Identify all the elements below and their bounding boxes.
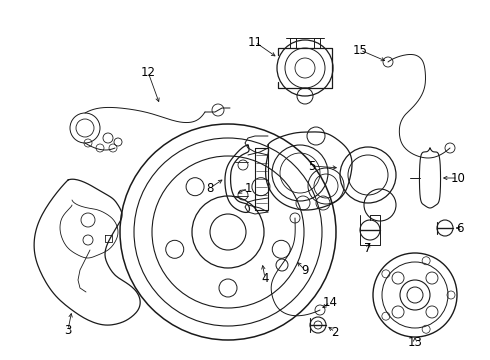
Text: 7: 7 bbox=[364, 242, 372, 255]
Text: 4: 4 bbox=[261, 271, 269, 284]
Text: 13: 13 bbox=[408, 336, 422, 348]
Text: 14: 14 bbox=[322, 296, 338, 309]
Text: 5: 5 bbox=[308, 159, 316, 172]
Text: 10: 10 bbox=[451, 171, 465, 184]
Text: 11: 11 bbox=[247, 36, 263, 49]
Text: 15: 15 bbox=[353, 44, 368, 57]
Text: 6: 6 bbox=[456, 221, 464, 234]
Text: 9: 9 bbox=[301, 264, 309, 276]
Text: 2: 2 bbox=[331, 325, 339, 338]
Text: 12: 12 bbox=[141, 66, 155, 78]
Text: 8: 8 bbox=[206, 181, 214, 194]
Text: 3: 3 bbox=[64, 324, 72, 337]
Text: 1: 1 bbox=[244, 181, 252, 194]
